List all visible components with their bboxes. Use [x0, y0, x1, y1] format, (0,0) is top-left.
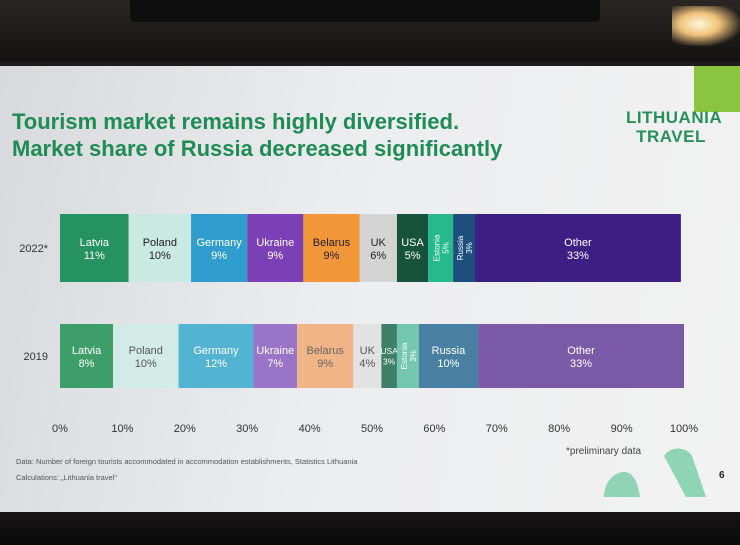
x-tick-label-50: 50%	[361, 423, 383, 435]
slide-title-line-1: Tourism market remains highly diversifie…	[12, 109, 460, 134]
bar-belarus-2022	[303, 214, 360, 282]
bar-label-other-2022: Other 33%	[564, 237, 592, 262]
bar-ukraine-2022	[247, 214, 304, 282]
bar-label-latvia-2019: Latvia 8%	[72, 345, 102, 370]
x-tick-label-80: 80%	[548, 423, 570, 435]
bar-belarus-2019	[297, 324, 354, 388]
bar-label-other-2019: Other 33%	[567, 345, 595, 370]
source-line-1: Data: Number of foreign tourists accommo…	[16, 457, 358, 466]
logo-line-1: LITHUANIA	[626, 108, 723, 127]
lithuania-travel-logo: LITHUANIA TRAVEL	[626, 108, 723, 146]
ceiling-lamp	[672, 6, 740, 46]
bar-label-estonia-2022: Estonia5%	[433, 234, 451, 261]
decorative-arc-shape	[604, 472, 640, 497]
source-line-2: Calculations: „Lithuania travel"	[16, 473, 118, 482]
bar-usa-2022	[396, 214, 429, 282]
bar-other-2022	[474, 214, 681, 282]
bar-poland-2019	[113, 324, 179, 388]
bar-label-poland-2019: Poland 10%	[129, 345, 163, 370]
x-tick-label-100: 100%	[670, 423, 698, 435]
bar-label-russia-2019: Russia 10%	[432, 345, 467, 370]
market-share-chart: 2022* Latvia 11% Poland 10% Germany 9% Ukraine 9…	[19, 214, 698, 435]
bar-label-belarus-2022: Belarus 9%	[313, 237, 351, 262]
x-tick-label-0: 0%	[52, 423, 68, 435]
ceiling	[0, 0, 740, 62]
bar-estonia-2022	[428, 214, 454, 282]
x-tick-label-10: 10%	[111, 423, 133, 435]
bar-usa-2019	[381, 324, 397, 388]
decorative-leaf-shape	[664, 448, 706, 497]
slide-title: Tourism market remains highly diversifie…	[12, 108, 502, 162]
row-label-2019: 2019	[24, 351, 48, 363]
bar-uk-2022	[359, 214, 397, 282]
x-tick-label-30: 30%	[236, 423, 258, 435]
bar-label-germany-2022: Germany 9%	[196, 237, 242, 262]
bar-label-germany-2019: Germany 12%	[193, 345, 239, 370]
page-number: 6	[719, 470, 725, 481]
row-label-2022: 2022*	[19, 243, 48, 255]
bar-label-ukraine-2022: Ukraine 9%	[256, 237, 294, 262]
x-tick-label-60: 60%	[423, 423, 445, 435]
bar-label-uk-2019: UK 4%	[359, 345, 375, 370]
bar-label-belarus-2019: Belarus 9%	[307, 345, 345, 370]
source-note: Data: Number of foreign tourists accommo…	[16, 454, 357, 486]
bar-ukraine-2019	[253, 324, 298, 388]
logo-line-2: TRAVEL	[636, 127, 706, 146]
green-corner-accent	[694, 66, 740, 112]
bar-estonia-2019	[396, 324, 419, 388]
bar-russia-2022	[453, 214, 475, 282]
bar-label-russia-2022: Russia3%	[456, 235, 474, 260]
x-tick-label-90: 90%	[611, 423, 633, 435]
bar-label-usa-2019: USA 3%	[380, 346, 398, 367]
bar-latvia-2022	[60, 214, 129, 282]
bar-other-2019	[478, 324, 684, 388]
bar-label-usa-2022: USA 5%	[401, 237, 424, 262]
x-tick-label-20: 20%	[174, 423, 196, 435]
bar-uk-2019	[353, 324, 382, 388]
preliminary-data-note: *preliminary data	[566, 446, 642, 457]
x-tick-label-40: 40%	[299, 423, 321, 435]
decorative-shapes	[604, 448, 706, 497]
x-tick-label-70: 70%	[486, 423, 508, 435]
bar-germany-2022	[191, 214, 248, 282]
ceiling-fixture	[130, 0, 600, 22]
bar-label-poland-2022: Poland 10%	[143, 237, 177, 262]
bar-label-ukraine-2019: Ukraine 7%	[256, 345, 294, 370]
bar-poland-2022	[128, 214, 192, 282]
bar-germany-2019	[178, 324, 254, 388]
floor-area	[0, 512, 740, 545]
bar-label-estonia-2019: Estonia3%	[400, 342, 418, 369]
bar-label-uk-2022: UK 6%	[370, 237, 386, 262]
bar-latvia-2019	[60, 324, 114, 388]
bar-russia-2019	[418, 324, 479, 388]
slide-title-line-2: Market share of Russia decreased signifi…	[12, 136, 503, 161]
bar-label-latvia-2022: Latvia 11%	[80, 237, 110, 262]
presentation-slide: Tourism market remains highly diversifie…	[0, 66, 740, 512]
